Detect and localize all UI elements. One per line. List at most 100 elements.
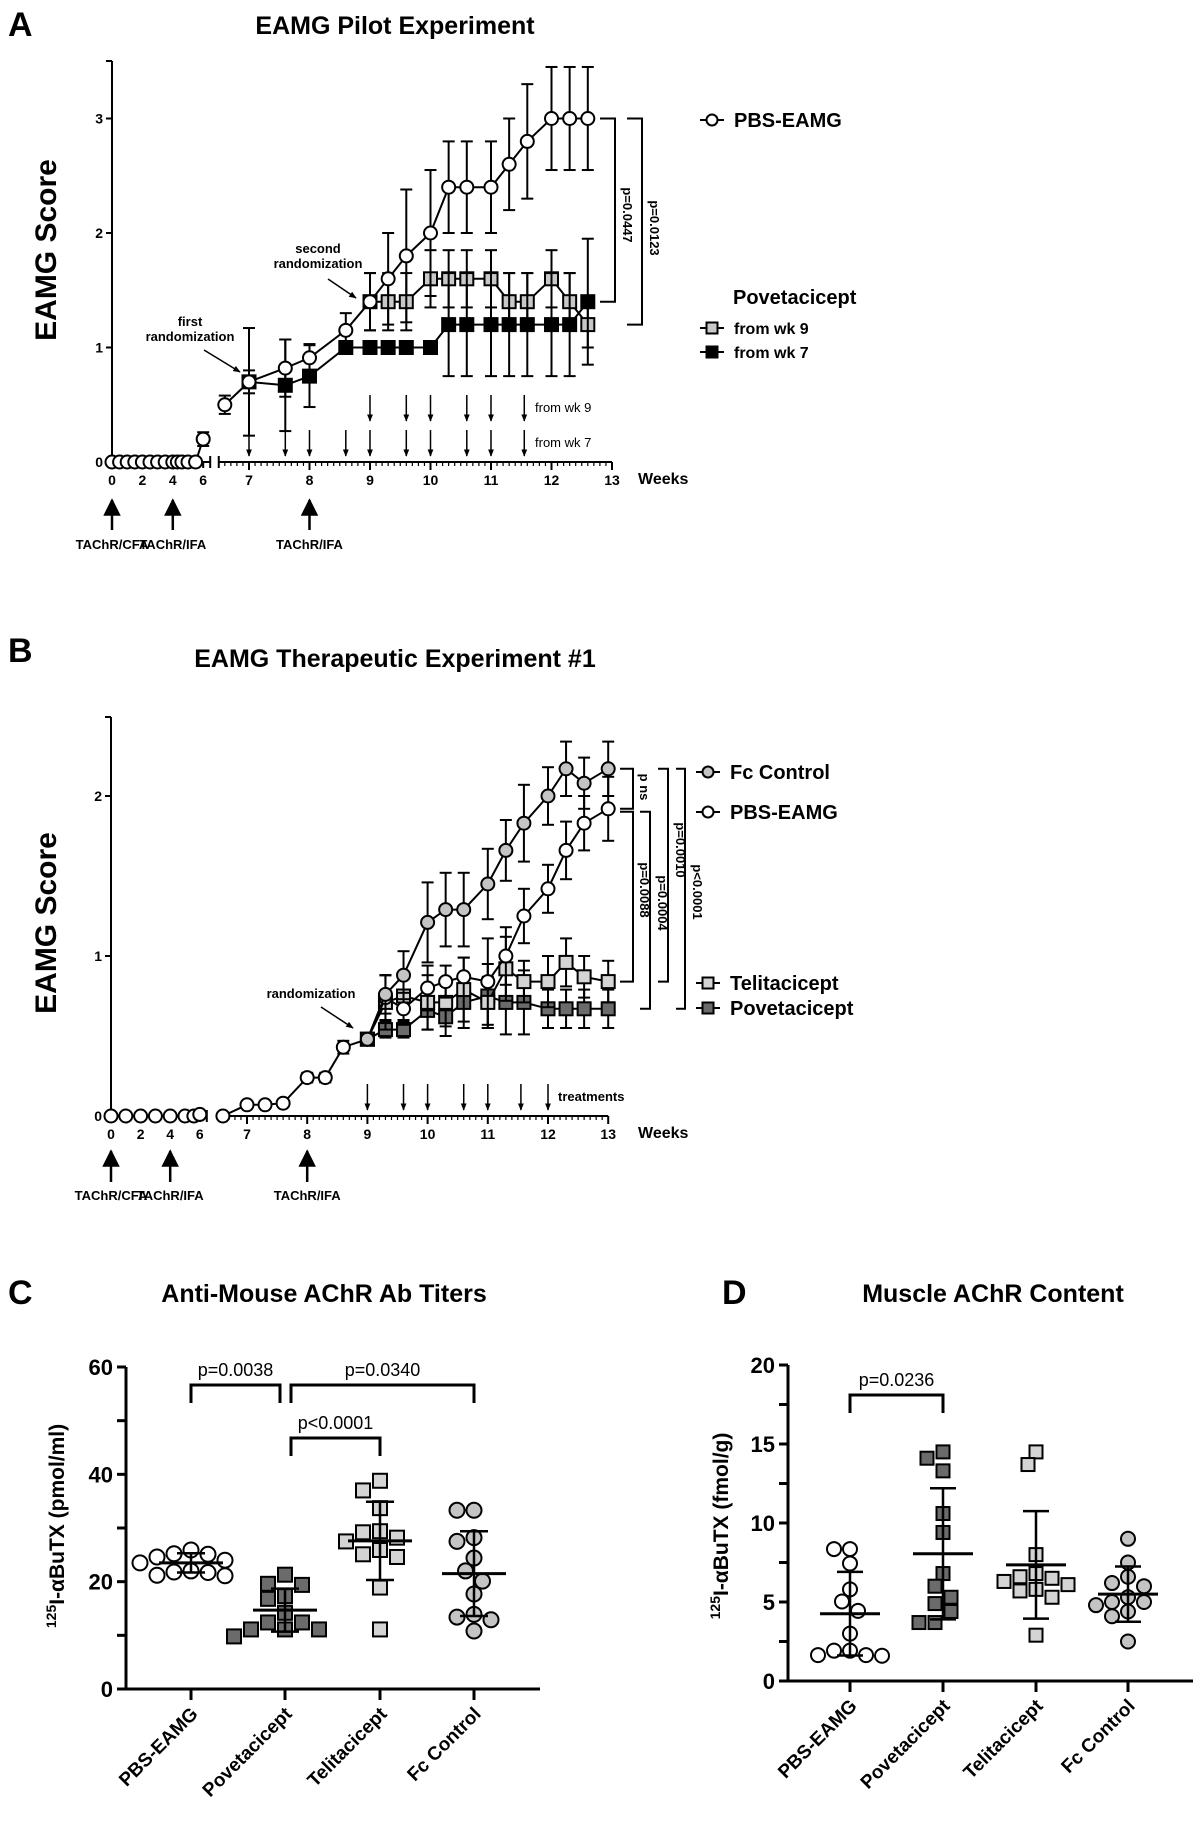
- data-point: [359, 1031, 375, 1047]
- series-fc-control: [359, 740, 616, 1047]
- data-point: [558, 1001, 574, 1017]
- data-point: [1136, 1578, 1152, 1595]
- x-tick-label: 8: [306, 472, 314, 488]
- legend-label: PBS-EAMG: [734, 110, 842, 132]
- data-point: [133, 1108, 149, 1124]
- data-point: [459, 317, 475, 333]
- x-tick-label: Povetacicept: [199, 1703, 297, 1801]
- x-tick-label: 11: [480, 1126, 495, 1142]
- legend-marker: [701, 805, 715, 819]
- y-axis-label: 125I-αBuTX (fmol/g): [707, 1433, 733, 1620]
- data-point: [1012, 1569, 1028, 1585]
- data-point: [438, 902, 454, 918]
- y-tick-label: 2: [94, 788, 102, 804]
- data-point: [576, 775, 592, 791]
- data-point: [372, 1621, 388, 1638]
- x-tick-label: Fc Control: [404, 1704, 486, 1786]
- annotation-arrow: [327, 278, 357, 299]
- data-point: [162, 1108, 178, 1124]
- legend-marker: [705, 113, 719, 127]
- x-tick-label: 9: [366, 472, 374, 488]
- x-tick-label: 7: [243, 1126, 251, 1142]
- panel-letter: B: [8, 632, 33, 670]
- x-tick-label: 6: [196, 1126, 204, 1142]
- y-tick-label: 5: [763, 1590, 775, 1615]
- data-point: [457, 1562, 474, 1580]
- data-point: [1028, 1627, 1044, 1643]
- data-point: [148, 1548, 166, 1566]
- data-point: [448, 1532, 466, 1550]
- legend-label: Povetacicept: [730, 998, 854, 1020]
- significance-bracket: [658, 767, 669, 983]
- data-point: [195, 431, 211, 447]
- data-point: [260, 1590, 276, 1607]
- annotation-text: second: [295, 241, 341, 256]
- x-axis-label: Weeks: [638, 471, 689, 488]
- y-axis-label-superscript: 125: [707, 1596, 723, 1620]
- data-point: [216, 1567, 234, 1585]
- y-tick-label: 40: [89, 1462, 113, 1487]
- data-point: [935, 1444, 951, 1460]
- data-point: [516, 974, 532, 990]
- legend-label: from wk 9: [734, 321, 809, 338]
- x-tick-label: PBS-EAMG: [774, 1696, 861, 1783]
- panel-d-muscle-achr-chart: D Muscle AChR Content 125I-αBuTX (fmol/g) 0…: [707, 1274, 1193, 1793]
- data-point: [441, 179, 457, 195]
- p-value-label: p=0.0123: [647, 200, 662, 255]
- data-point: [600, 801, 616, 817]
- data-point: [1060, 1577, 1076, 1593]
- data-point: [562, 111, 578, 126]
- legend-marker: [701, 1001, 715, 1015]
- data-point: [396, 967, 412, 983]
- data-point: [927, 1578, 943, 1594]
- y-axis-label-superscript: 125: [43, 1605, 59, 1629]
- data-point: [540, 881, 556, 897]
- legend-marker: [701, 765, 715, 779]
- legend-label: Telitacicept: [730, 973, 839, 995]
- group-pbs-eamg: [131, 1541, 234, 1585]
- data-point: [294, 1614, 310, 1631]
- data-point: [188, 454, 204, 470]
- y-tick-label: 1: [94, 948, 102, 964]
- data-point: [544, 317, 559, 333]
- data-point: [580, 294, 596, 310]
- group-fc-control: [1088, 1530, 1158, 1650]
- data-point: [558, 842, 574, 858]
- data-point: [441, 317, 457, 333]
- data-point: [389, 1529, 405, 1546]
- data-point: [1120, 1633, 1136, 1650]
- y-axis-label-text: I-αBuTX (fmol/g): [710, 1433, 733, 1596]
- data-point: [498, 842, 514, 858]
- data-point: [355, 1524, 371, 1541]
- data-point: [423, 225, 438, 241]
- data-point: [372, 1472, 388, 1489]
- annotation-text: randomization: [146, 329, 235, 344]
- data-point: [118, 1108, 134, 1124]
- x-tick-label: Povetacicept: [857, 1695, 955, 1793]
- x-tick-label: 9: [364, 1126, 372, 1142]
- p-value-label: p<0.0001: [690, 864, 705, 919]
- data-point: [302, 350, 317, 366]
- x-tick-label: 0: [108, 472, 116, 488]
- data-point: [927, 1596, 943, 1612]
- y-tick-label: 20: [89, 1570, 113, 1595]
- significance-bracket: [627, 117, 643, 326]
- data-point: [850, 1602, 866, 1619]
- y-tick-label: 0: [94, 1108, 102, 1124]
- data-point: [935, 1463, 951, 1479]
- series-pbs-eamg: [103, 775, 616, 1124]
- panel-letter: D: [722, 1274, 747, 1312]
- immunization-label: TAChR/IFA: [274, 1188, 342, 1203]
- annotation-text: randomization: [274, 256, 363, 271]
- data-point: [260, 1614, 276, 1631]
- x-tick-label: Fc Control: [1058, 1696, 1140, 1778]
- series-line: [222, 807, 609, 1117]
- annotation-arrow: [203, 349, 241, 373]
- data-point: [1104, 1594, 1120, 1610]
- data-point: [103, 1108, 119, 1124]
- data-point: [1044, 1589, 1060, 1605]
- y-tick-label: 60: [89, 1355, 113, 1380]
- panel-b-eamg-therapeutic-chart: B EAMG Therapeutic Experiment #1 EAMG Scor…: [8, 632, 854, 1203]
- data-point: [576, 815, 592, 831]
- data-point: [192, 1106, 208, 1122]
